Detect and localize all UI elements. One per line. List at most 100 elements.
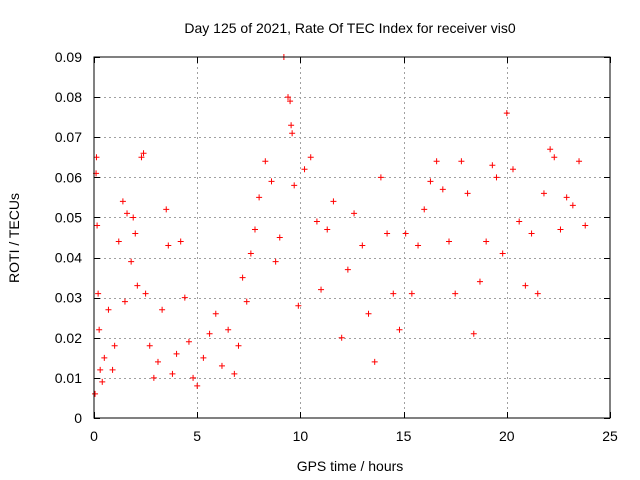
x-tick-label: 10 — [293, 428, 309, 444]
y-tick-label: 0.04 — [55, 250, 82, 266]
data-point — [295, 302, 302, 309]
data-point — [124, 210, 131, 217]
data-point — [330, 198, 337, 205]
data-point — [235, 342, 242, 349]
data-point — [563, 194, 570, 201]
data-point — [142, 290, 149, 297]
data-point — [92, 390, 99, 397]
y-tick-label: 0.07 — [55, 129, 82, 145]
data-point — [225, 326, 232, 333]
data-point — [95, 290, 102, 297]
data-point — [557, 226, 564, 233]
data-point — [371, 358, 378, 365]
y-tick-label: 0.02 — [55, 330, 82, 346]
data-point — [200, 354, 207, 361]
x-tick-label: 15 — [396, 428, 412, 444]
data-point — [94, 222, 101, 229]
data-point — [150, 374, 157, 381]
data-point — [206, 330, 213, 337]
data-point — [489, 162, 496, 169]
data-point — [396, 326, 403, 333]
data-point — [251, 226, 258, 233]
data-point — [272, 258, 279, 265]
data-point — [408, 290, 415, 297]
data-point — [313, 218, 320, 225]
data-point — [318, 286, 325, 293]
plot-frame — [93, 56, 611, 419]
data-point — [289, 130, 296, 137]
data-point — [503, 110, 510, 117]
data-point — [185, 338, 192, 345]
data-point — [177, 238, 184, 245]
data-point — [115, 238, 122, 245]
y-tick-label: 0.06 — [55, 169, 82, 185]
data-point — [452, 290, 459, 297]
chart-title: Day 125 of 2021, Rate Of TEC Index for r… — [184, 20, 515, 36]
data-point — [569, 202, 576, 209]
data-point — [547, 146, 554, 153]
data-point — [402, 230, 409, 237]
data-point — [359, 242, 366, 249]
data-point — [138, 154, 145, 161]
data-point — [458, 158, 465, 165]
data-point — [105, 306, 112, 313]
data-point — [582, 222, 589, 229]
data-point — [365, 310, 372, 317]
data-point — [421, 206, 428, 213]
data-points — [92, 54, 589, 397]
data-point — [247, 250, 254, 257]
data-point — [121, 298, 128, 305]
x-tick-label: 20 — [499, 428, 515, 444]
data-point — [534, 290, 541, 297]
data-point — [134, 282, 141, 289]
data-point — [97, 366, 104, 373]
x-axis-label: GPS time / hours — [297, 458, 404, 474]
data-point — [324, 226, 331, 233]
data-point — [288, 122, 295, 129]
y-tick-label: 0 — [74, 410, 82, 426]
x-tick-label: 0 — [90, 428, 98, 444]
data-point — [351, 210, 358, 217]
data-point — [476, 278, 483, 285]
tick-labels: 0 5 10 15 20 25 0 0.01 0.02 0.03 0.04 0.05 0.06 0.07 0… — [55, 49, 618, 444]
data-point — [516, 218, 523, 225]
data-point — [119, 198, 126, 205]
y-tick-label: 0.03 — [55, 290, 82, 306]
y-axis-label: ROTI / TECUs — [6, 193, 22, 283]
data-point — [301, 166, 308, 173]
data-point — [239, 274, 246, 281]
data-point — [99, 378, 106, 385]
data-point — [231, 370, 238, 377]
data-point — [344, 266, 351, 273]
data-point — [551, 154, 558, 161]
y-tick-label: 0.09 — [55, 49, 82, 65]
data-point — [146, 342, 153, 349]
y-tick-label: 0.08 — [55, 89, 82, 105]
data-point — [427, 178, 434, 185]
data-point — [433, 158, 440, 165]
grid-lines — [94, 57, 610, 418]
data-point — [522, 282, 529, 289]
data-point — [439, 186, 446, 193]
data-point — [111, 342, 118, 349]
data-point — [390, 290, 397, 297]
data-point — [132, 230, 139, 237]
data-point — [154, 358, 161, 365]
data-point — [287, 98, 294, 105]
axis-ticks — [94, 57, 611, 419]
data-point — [101, 354, 108, 361]
data-point — [96, 326, 103, 333]
data-point — [528, 230, 535, 237]
x-tick-label: 25 — [602, 428, 618, 444]
data-point — [169, 370, 176, 377]
data-point — [140, 150, 147, 157]
data-point — [384, 230, 391, 237]
y-tick-label: 0.01 — [55, 370, 82, 386]
data-point — [173, 350, 180, 357]
data-point — [446, 238, 453, 245]
x-tick-label: 5 — [193, 428, 201, 444]
data-point — [464, 190, 471, 197]
data-point — [268, 178, 275, 185]
data-point — [285, 94, 292, 101]
